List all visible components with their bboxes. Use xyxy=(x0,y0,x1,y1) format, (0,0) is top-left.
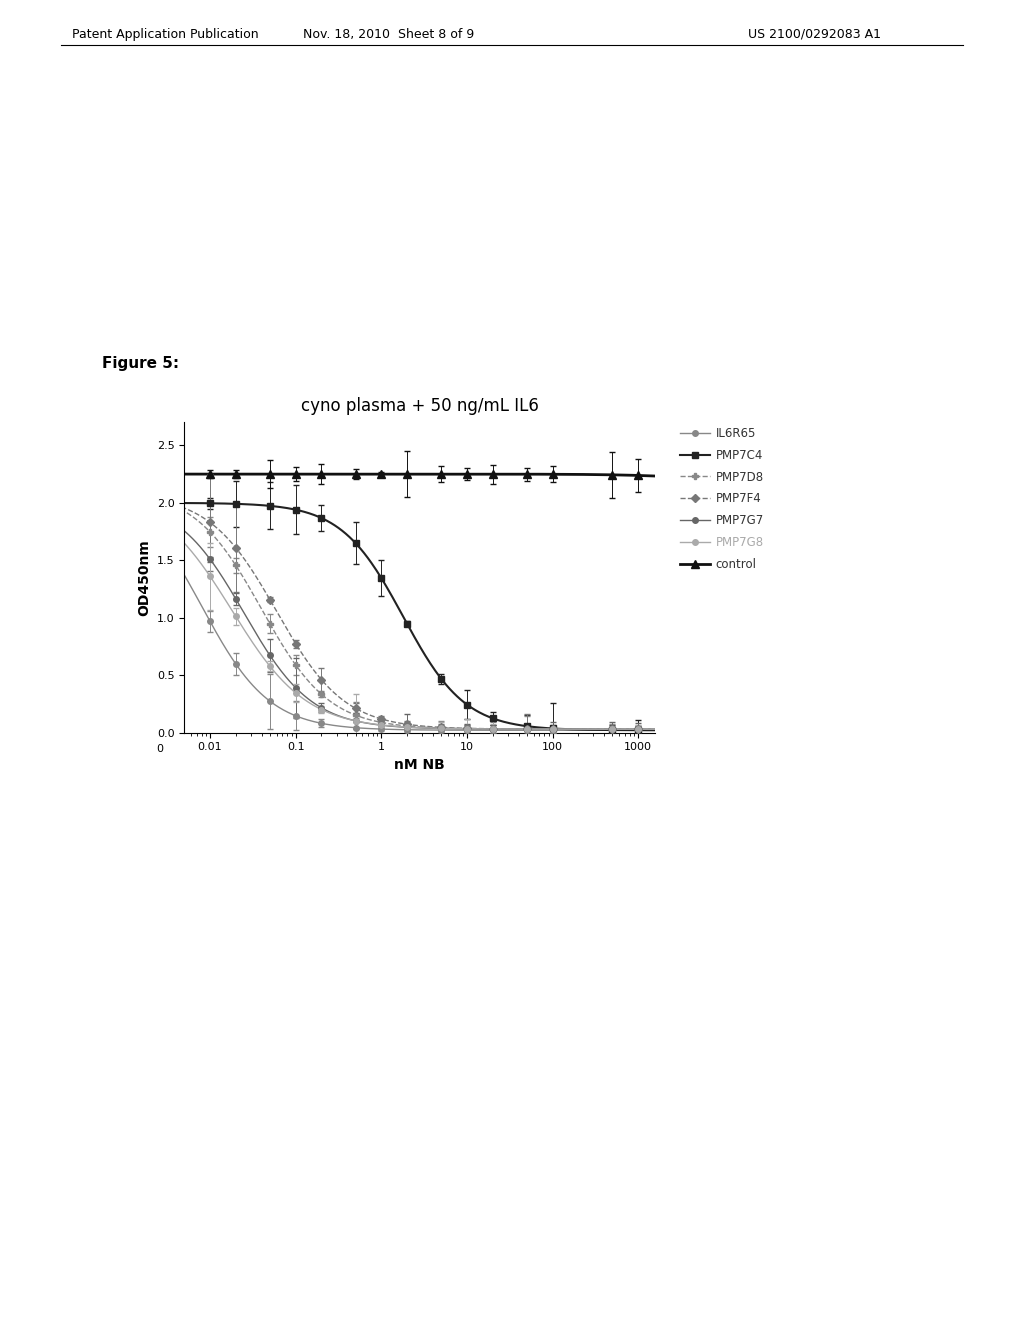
Y-axis label: OD450nm: OD450nm xyxy=(137,539,152,616)
Title: cyno plasma + 50 ng/mL IL6: cyno plasma + 50 ng/mL IL6 xyxy=(301,397,539,416)
Text: Figure 5:: Figure 5: xyxy=(102,356,179,371)
Text: Patent Application Publication: Patent Application Publication xyxy=(72,28,258,41)
Text: US 2100/0292083 A1: US 2100/0292083 A1 xyxy=(748,28,881,41)
Text: 0: 0 xyxy=(156,744,163,754)
Text: Nov. 18, 2010  Sheet 8 of 9: Nov. 18, 2010 Sheet 8 of 9 xyxy=(303,28,475,41)
X-axis label: nM NB: nM NB xyxy=(394,758,445,772)
Legend: IL6R65, PMP7C4, PMP7D8, PMP7F4, PMP7G7, PMP7G8, control: IL6R65, PMP7C4, PMP7D8, PMP7F4, PMP7G7, … xyxy=(676,422,768,576)
